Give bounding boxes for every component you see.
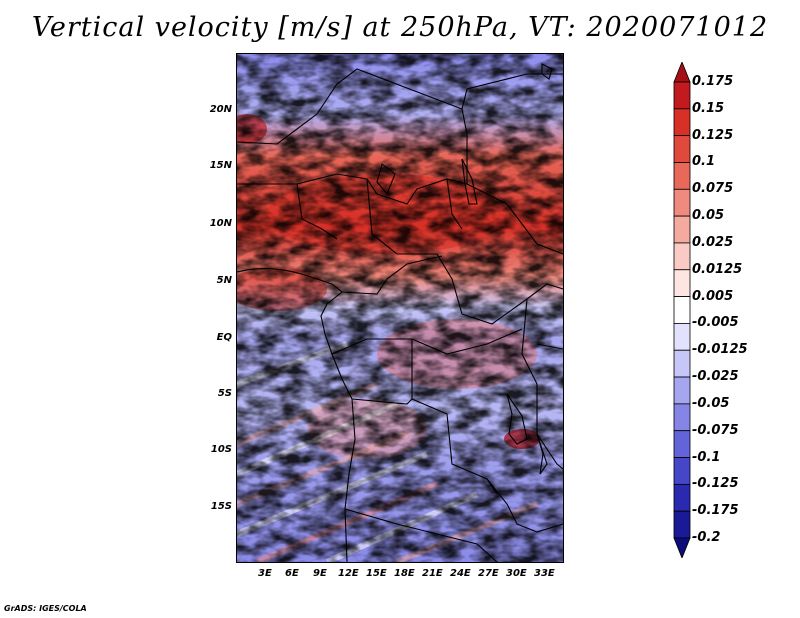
colorbar-segment [673,81,691,110]
lat-label: 10N [209,218,232,229]
lat-label: 15N [209,160,232,171]
colorbar-label: -0.0125 [692,342,748,358]
lon-label: 9E [313,568,327,579]
colorbar-segment [673,135,691,163]
colorbar-segment [673,108,691,137]
lon-label: 24E [450,568,471,579]
colorbar-label: 0.005 [692,288,734,304]
colorbar-segment [673,430,691,458]
lon-label: 6E [285,568,299,579]
lon-label: 21E [422,568,443,579]
colorbar-segment [673,376,691,405]
colorbar-label: -0.125 [692,476,739,492]
colorbar-label: 0.075 [692,181,734,197]
lat-label: EQ [216,332,232,343]
colorbar-label: -0.005 [692,315,739,331]
lat-label: 20N [209,104,232,115]
lon-label: 30E [506,568,527,579]
colorbar-label: 0.05 [692,208,725,224]
colorbar [673,62,691,558]
lon-label: 15E [366,568,387,579]
lat-label: 5S [217,388,232,399]
colorbar-label: -0.075 [692,422,739,438]
chart-title: Vertical velocity [m/s] at 250hPa, VT: 2… [31,12,769,43]
credit-footer: GrADS: IGES/COLA [4,604,87,613]
colorbar-label: -0.175 [692,503,739,519]
colorbar-label: 0.025 [692,234,734,250]
colorbar-label: 0.175 [692,74,734,89]
velocity-field [227,54,564,565]
colorbar-segment [673,269,691,297]
colorbar-label: -0.2 [692,530,721,545]
colorbar-label: 0.0125 [692,261,743,277]
colorbar-label: 0.15 [692,100,725,116]
lon-label: 3E [258,568,272,579]
lat-label: 15S [210,501,232,512]
lon-label: 33E [534,568,555,579]
colorbar-label: -0.05 [692,395,730,411]
lon-label: 12E [338,568,359,579]
lat-label: 10S [210,444,232,455]
colorbar-segment [673,510,691,539]
colorbar-segment [673,349,691,378]
lon-label: 18E [394,568,415,579]
colorbar-segment [673,403,691,432]
country-borders [236,63,564,563]
lat-label: 5N [216,275,232,286]
colorbar-segment [673,215,691,244]
colorbar-min-arrow [673,537,691,558]
colorbar-segment [673,457,691,485]
colorbar-segment [673,162,691,190]
colorbar-label: 0.125 [692,127,734,143]
colorbar-segment [673,242,691,271]
colorbar-segment [673,188,691,217]
colorbar-segment [673,323,691,351]
colorbar-label: -0.025 [692,369,739,385]
colorbar-label: 0.1 [692,154,716,170]
map-plot [227,53,564,565]
colorbar-max-arrow [673,62,691,83]
colorbar-segment [673,483,691,512]
colorbar-segment [673,296,691,324]
colorbar-label: -0.1 [692,449,721,465]
lon-label: 27E [478,568,499,579]
